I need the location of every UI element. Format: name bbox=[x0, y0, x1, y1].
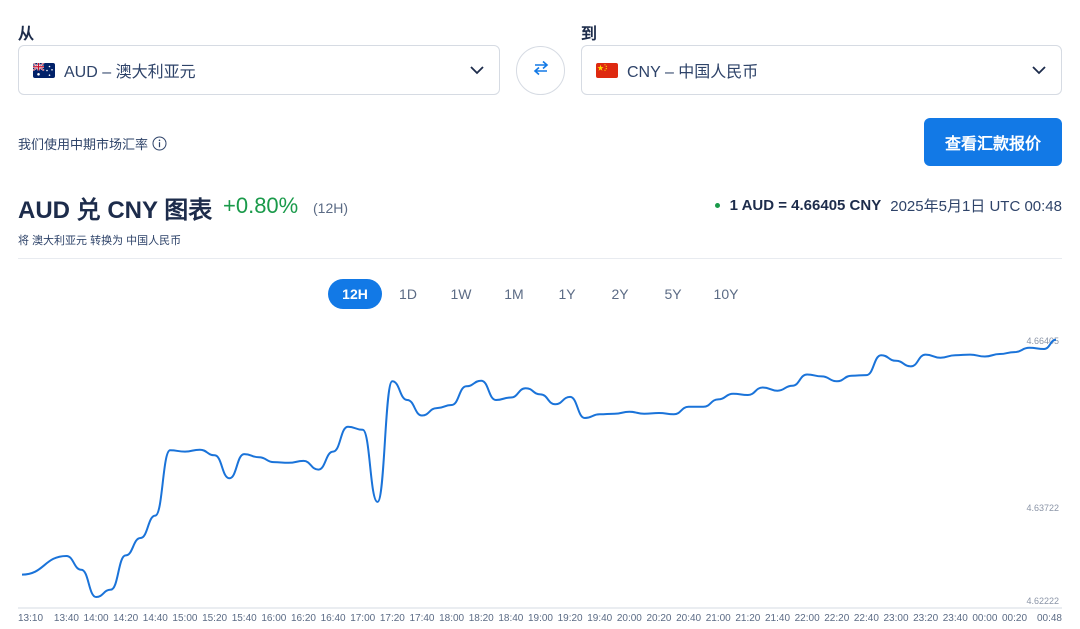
x-tick-label: 18:40 bbox=[498, 613, 523, 624]
range-tab-5y[interactable]: 5Y bbox=[664, 286, 682, 302]
china-flag-icon bbox=[596, 62, 618, 78]
x-tick-label: 17:20 bbox=[380, 613, 405, 624]
mid-market-rate-text: 我们使用中期市场汇率 bbox=[18, 137, 149, 152]
change-period: (12H) bbox=[313, 200, 349, 216]
x-tick-label: 14:00 bbox=[84, 613, 109, 624]
current-rate-value: 1 AUD = 4.66405 CNY bbox=[729, 197, 882, 214]
x-tick-label: 00:00 bbox=[972, 613, 997, 624]
range-tab-10y[interactable]: 10Y bbox=[713, 286, 739, 302]
x-tick-label: 21:20 bbox=[735, 613, 760, 624]
from-currency-select[interactable]: AUD – 澳大利亚元 bbox=[18, 45, 500, 95]
x-tick-label: 13:10 bbox=[18, 613, 43, 624]
x-tick-label: 00:48 bbox=[1037, 613, 1062, 624]
x-tick-label: 17:00 bbox=[350, 613, 375, 624]
x-tick-label: 17:40 bbox=[409, 613, 434, 624]
x-tick-label: 15:00 bbox=[172, 613, 197, 624]
y-tick-label: 4.66405 bbox=[1026, 336, 1059, 346]
x-tick-label: 15:20 bbox=[202, 613, 227, 624]
chart-subtitle: 将 澳大利亚元 转换为 中国人民币 bbox=[18, 235, 182, 247]
x-tick-label: 14:20 bbox=[113, 613, 138, 624]
to-currency-select[interactable]: CNY – 中国人民币 bbox=[581, 45, 1062, 95]
x-tick-label: 20:00 bbox=[617, 613, 642, 624]
x-tick-label: 22:20 bbox=[824, 613, 849, 624]
from-label: 从 bbox=[18, 26, 35, 43]
chevron-down-icon bbox=[469, 62, 485, 78]
view-transfer-quote-button[interactable]: 查看汇款报价 bbox=[924, 118, 1062, 166]
x-tick-label: 23:00 bbox=[883, 613, 908, 624]
x-tick-label: 18:00 bbox=[439, 613, 464, 624]
x-tick-label: 16:00 bbox=[261, 613, 286, 624]
current-rate: 1 AUD = 4.66405 CNY 2025年5月1日 UTC 00:48 bbox=[714, 195, 1062, 216]
live-dot-icon bbox=[714, 203, 720, 208]
rate-series-line bbox=[21, 338, 1057, 598]
to-label: 到 bbox=[581, 26, 598, 43]
x-tick-label: 22:40 bbox=[854, 613, 879, 624]
x-tick-label: 20:20 bbox=[646, 613, 671, 624]
range-tab-2y[interactable]: 2Y bbox=[611, 286, 629, 302]
x-tick-label: 19:20 bbox=[558, 613, 583, 624]
range-tab-1d[interactable]: 1D bbox=[399, 286, 417, 302]
divider bbox=[18, 258, 1062, 259]
y-tick-label: 4.62222 bbox=[1026, 596, 1059, 606]
x-tick-label: 16:20 bbox=[291, 613, 316, 624]
x-tick-label: 19:00 bbox=[528, 613, 553, 624]
x-tick-label: 14:40 bbox=[143, 613, 168, 624]
to-currency-value: CNY – 中国人民币 bbox=[627, 64, 759, 81]
x-tick-label: 00:20 bbox=[1002, 613, 1027, 624]
exchange-rate-chart[interactable]: 4.66405 4.63722 4.62222 13:10 13:40 14:00 14:2… bbox=[0, 320, 1080, 629]
australia-flag-icon bbox=[33, 62, 55, 78]
x-tick-label: 13:40 bbox=[54, 613, 79, 624]
y-tick-label: 4.63722 bbox=[1026, 503, 1059, 513]
chart-title: AUD 兑 CNY 图表 bbox=[18, 197, 213, 224]
range-tab-1w[interactable]: 1W bbox=[450, 286, 472, 302]
x-tick-label: 23:40 bbox=[943, 613, 968, 624]
chevron-down-icon bbox=[1031, 62, 1047, 78]
x-tick-label: 21:40 bbox=[765, 613, 790, 624]
info-icon[interactable] bbox=[152, 136, 167, 151]
swap-currencies-button[interactable] bbox=[516, 46, 565, 95]
from-currency-value: AUD – 澳大利亚元 bbox=[64, 64, 196, 81]
x-tick-label: 19:40 bbox=[587, 613, 612, 624]
x-tick-label: 18:20 bbox=[469, 613, 494, 624]
swap-arrows-icon bbox=[532, 60, 550, 81]
rate-change: +0.80% bbox=[223, 193, 299, 218]
time-range-tabs: 12H 1D 1W 1M 1Y 2Y 5Y 10Y bbox=[328, 279, 752, 309]
range-tab-1y[interactable]: 1Y bbox=[558, 286, 576, 302]
range-tab-12h[interactable]: 12H bbox=[328, 279, 382, 309]
x-tick-label: 16:40 bbox=[321, 613, 346, 624]
x-tick-label: 15:40 bbox=[232, 613, 257, 624]
x-tick-label: 20:40 bbox=[676, 613, 701, 624]
x-tick-label: 21:00 bbox=[706, 613, 731, 624]
rate-timestamp: 2025年5月1日 UTC 00:48 bbox=[890, 198, 1062, 215]
x-tick-label: 23:20 bbox=[913, 613, 938, 624]
x-tick-label: 22:00 bbox=[795, 613, 820, 624]
range-tab-1m[interactable]: 1M bbox=[504, 286, 524, 302]
mid-market-rate-note: 我们使用中期市场汇率 bbox=[18, 134, 167, 153]
